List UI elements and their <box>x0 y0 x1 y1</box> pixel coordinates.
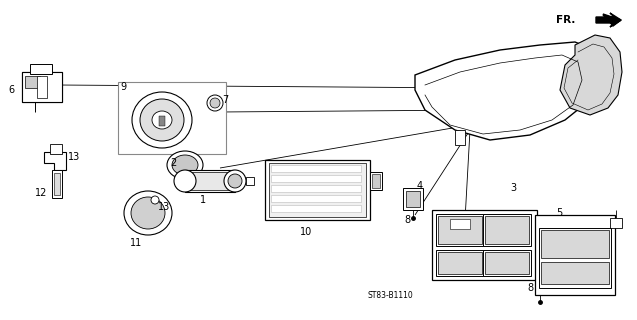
Polygon shape <box>596 13 621 27</box>
Ellipse shape <box>131 197 165 229</box>
Bar <box>610 218 622 228</box>
Bar <box>185 170 235 192</box>
Polygon shape <box>415 42 600 140</box>
Polygon shape <box>560 35 622 115</box>
Bar <box>432 210 537 280</box>
Ellipse shape <box>207 95 223 111</box>
Bar <box>438 216 482 244</box>
Bar <box>271 195 361 202</box>
Bar <box>22 72 62 102</box>
Ellipse shape <box>124 191 172 235</box>
Ellipse shape <box>228 174 242 188</box>
Bar <box>30 64 52 74</box>
Polygon shape <box>44 152 66 170</box>
Polygon shape <box>603 15 621 25</box>
Bar <box>25 76 40 88</box>
Bar <box>271 165 361 172</box>
Bar <box>370 172 382 190</box>
Bar <box>22 72 62 102</box>
Ellipse shape <box>210 98 220 108</box>
Bar <box>436 214 484 246</box>
Bar <box>159 116 165 126</box>
Polygon shape <box>603 14 621 26</box>
Ellipse shape <box>151 196 159 204</box>
Bar <box>438 252 482 274</box>
Bar <box>436 250 484 276</box>
Bar <box>485 216 529 244</box>
Bar <box>37 76 47 98</box>
Ellipse shape <box>174 170 196 192</box>
Ellipse shape <box>140 99 184 141</box>
Bar <box>541 230 609 258</box>
Bar <box>450 219 470 229</box>
Bar <box>485 252 529 274</box>
Polygon shape <box>455 130 465 145</box>
Ellipse shape <box>152 111 172 129</box>
Bar <box>406 191 420 207</box>
Bar <box>539 228 611 288</box>
Bar <box>271 185 361 192</box>
Text: 4: 4 <box>417 181 423 191</box>
Text: 12: 12 <box>35 188 47 198</box>
Ellipse shape <box>224 170 246 192</box>
Text: FR.: FR. <box>555 15 575 25</box>
Ellipse shape <box>167 151 203 179</box>
Bar <box>483 214 531 246</box>
Text: 7: 7 <box>222 95 228 105</box>
Text: 3: 3 <box>510 183 516 193</box>
Text: 13: 13 <box>68 152 80 162</box>
Text: 9: 9 <box>120 82 126 92</box>
Text: 1: 1 <box>200 195 206 205</box>
Text: 2: 2 <box>170 158 176 168</box>
Text: 8: 8 <box>404 215 410 225</box>
Bar <box>271 205 361 212</box>
Text: 8: 8 <box>527 283 533 293</box>
Text: 11: 11 <box>130 238 142 248</box>
Text: 13: 13 <box>158 202 170 212</box>
Bar <box>403 188 423 210</box>
Text: ST83-B1110: ST83-B1110 <box>367 291 413 300</box>
Bar <box>483 250 531 276</box>
Text: 5: 5 <box>556 208 562 218</box>
Bar <box>535 215 615 295</box>
Text: 6: 6 <box>8 85 14 95</box>
Bar <box>118 82 226 154</box>
Bar <box>269 163 366 217</box>
Bar <box>372 174 380 188</box>
Ellipse shape <box>172 155 198 175</box>
Text: 10: 10 <box>300 227 312 237</box>
Ellipse shape <box>132 92 192 148</box>
Bar <box>246 177 254 185</box>
Bar <box>187 172 233 190</box>
Bar <box>265 160 370 220</box>
Bar <box>54 173 60 195</box>
Bar <box>541 262 609 284</box>
Bar <box>50 144 62 154</box>
Bar <box>271 175 361 182</box>
Bar <box>52 170 62 198</box>
